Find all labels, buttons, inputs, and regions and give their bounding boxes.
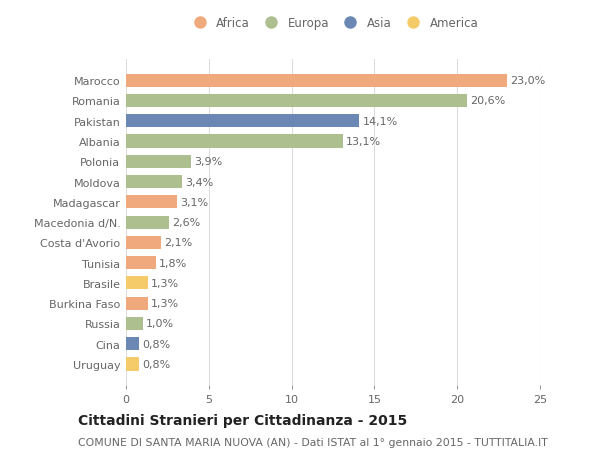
Bar (126, 176, 182, 189)
Bar (126, 277, 148, 290)
Bar (126, 156, 191, 168)
Bar (126, 216, 169, 229)
Text: 2,1%: 2,1% (164, 238, 193, 248)
Text: 3,9%: 3,9% (194, 157, 222, 167)
Text: 1,3%: 1,3% (151, 298, 179, 308)
Text: 1,8%: 1,8% (159, 258, 187, 268)
Bar (126, 297, 148, 310)
Bar (126, 115, 359, 128)
Text: 14,1%: 14,1% (363, 117, 398, 127)
Text: 1,3%: 1,3% (151, 278, 179, 288)
Text: 2,6%: 2,6% (172, 218, 200, 228)
Bar (126, 135, 343, 148)
Bar (126, 317, 143, 330)
Text: 20,6%: 20,6% (470, 96, 506, 106)
Text: 3,4%: 3,4% (185, 177, 214, 187)
Text: 0,8%: 0,8% (143, 359, 171, 369)
Bar (126, 337, 139, 351)
Bar (126, 257, 156, 269)
Bar (126, 196, 178, 209)
Bar (126, 358, 139, 371)
Text: Cittadini Stranieri per Cittadinanza - 2015: Cittadini Stranieri per Cittadinanza - 2… (78, 414, 407, 428)
Text: COMUNE DI SANTA MARIA NUOVA (AN) - Dati ISTAT al 1° gennaio 2015 - TUTTITALIA.IT: COMUNE DI SANTA MARIA NUOVA (AN) - Dati … (78, 437, 548, 447)
Bar (126, 236, 161, 249)
Bar (126, 74, 507, 88)
Text: 1,0%: 1,0% (146, 319, 174, 329)
Text: 3,1%: 3,1% (181, 197, 209, 207)
Text: 23,0%: 23,0% (510, 76, 545, 86)
Text: 13,1%: 13,1% (346, 137, 382, 147)
Text: 0,8%: 0,8% (143, 339, 171, 349)
Legend: Africa, Europa, Asia, America: Africa, Europa, Asia, America (184, 13, 482, 34)
Bar (126, 95, 467, 108)
